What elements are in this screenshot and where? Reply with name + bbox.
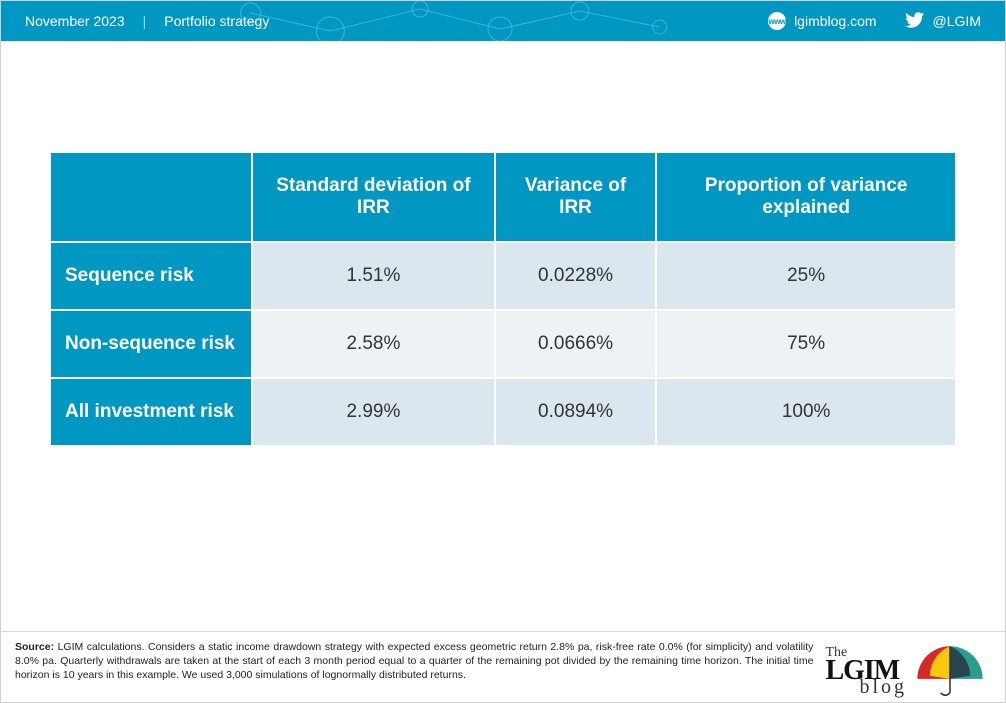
web-icon: www — [768, 12, 786, 30]
cell-prop: 25% — [657, 243, 955, 309]
header-bar: November 2023 | Portfolio strategy www l… — [1, 1, 1005, 41]
footer-logo: The LGIM blog — [825, 640, 991, 696]
umbrella-icon — [911, 640, 989, 696]
header-left: November 2023 | Portfolio strategy — [25, 13, 269, 29]
cell-prop: 100% — [657, 379, 955, 445]
page-frame: November 2023 | Portfolio strategy www l… — [0, 0, 1006, 703]
col-header-std: Standard deviation of IRR — [253, 153, 494, 241]
source-label: Source: — [15, 641, 54, 653]
header-section: Portfolio strategy — [164, 13, 269, 29]
table-row: Non-sequence risk 2.58% 0.0666% 75% — [51, 311, 955, 377]
footer-source-text: Source: LGIM calculations. Considers a s… — [15, 640, 813, 683]
twitter-link[interactable]: @LGIM — [905, 10, 981, 33]
row-label: All investment risk — [51, 379, 251, 445]
table-corner-cell — [51, 153, 251, 241]
table-row: All investment risk 2.99% 0.0894% 100% — [51, 379, 955, 445]
header-right: www lgimblog.com @LGIM — [768, 10, 981, 33]
table-header-row: Standard deviation of IRR Variance of IR… — [51, 153, 955, 241]
header-date: November 2023 — [25, 13, 125, 29]
col-header-prop: Proportion of variance explained — [657, 153, 955, 241]
cell-var: 0.0666% — [496, 311, 655, 377]
cell-std: 2.58% — [253, 311, 494, 377]
risk-table: Standard deviation of IRR Variance of IR… — [49, 151, 957, 447]
cell-std: 1.51% — [253, 243, 494, 309]
table-row: Sequence risk 1.51% 0.0228% 25% — [51, 243, 955, 309]
twitter-handle: @LGIM — [933, 13, 981, 29]
logo-text: The LGIM blog — [825, 645, 907, 696]
cell-var: 0.0894% — [496, 379, 655, 445]
website-link[interactable]: www lgimblog.com — [768, 12, 876, 30]
cell-std: 2.99% — [253, 379, 494, 445]
footer: Source: LGIM calculations. Considers a s… — [1, 631, 1005, 702]
row-label: Sequence risk — [51, 243, 251, 309]
twitter-icon — [905, 10, 925, 33]
website-text: lgimblog.com — [794, 13, 876, 29]
logo-sub: blog — [859, 679, 907, 696]
header-divider: | — [143, 13, 147, 29]
content-area: Standard deviation of IRR Variance of IR… — [1, 41, 1005, 447]
row-label: Non-sequence risk — [51, 311, 251, 377]
col-header-var: Variance of IRR — [496, 153, 655, 241]
cell-prop: 75% — [657, 311, 955, 377]
cell-var: 0.0228% — [496, 243, 655, 309]
source-body: LGIM calculations. Considers a static in… — [15, 641, 813, 681]
